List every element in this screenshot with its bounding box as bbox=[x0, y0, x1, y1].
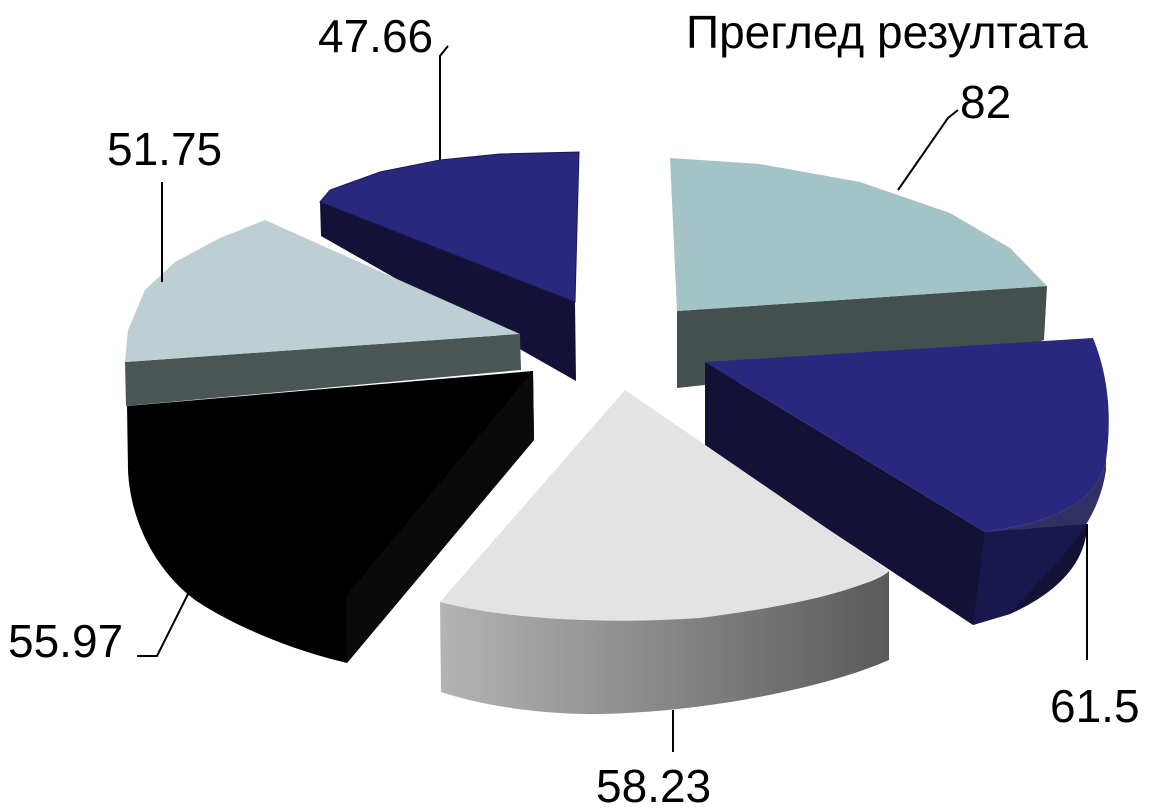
slice-82-top bbox=[670, 158, 1047, 311]
slice-55-97 bbox=[127, 371, 534, 663]
slice-61-5-rim bbox=[973, 460, 1106, 625]
leader-line-55-97 bbox=[137, 589, 191, 657]
leader-line-47-66 bbox=[439, 45, 449, 160]
data-label-58-23: 58.23 bbox=[596, 760, 711, 808]
slice-51-75-side bbox=[125, 334, 521, 406]
slice-61-5 bbox=[705, 338, 1109, 625]
data-label-82: 82 bbox=[960, 76, 1011, 128]
leader-line-82 bbox=[897, 109, 959, 191]
slice-51-75-top bbox=[125, 220, 520, 362]
slice-61-5-top bbox=[705, 338, 1109, 532]
data-label-61-5: 61.5 bbox=[1050, 680, 1140, 732]
data-label-51-75: 51.75 bbox=[107, 123, 222, 175]
chart-title: Преглед резултата bbox=[686, 6, 1088, 58]
slice-51-75 bbox=[125, 220, 521, 406]
leader-lines bbox=[137, 45, 1088, 752]
data-label-47-66: 47.66 bbox=[318, 10, 433, 62]
slice-58-23-side bbox=[440, 571, 889, 715]
slice-55-97-edge bbox=[346, 371, 534, 663]
slice-58-23 bbox=[440, 390, 889, 715]
slice-55-97-body bbox=[127, 371, 534, 663]
slice-58-23-top bbox=[440, 390, 889, 621]
data-label-55-97: 55.97 bbox=[8, 615, 123, 667]
slice-47-66-top bbox=[319, 151, 580, 303]
